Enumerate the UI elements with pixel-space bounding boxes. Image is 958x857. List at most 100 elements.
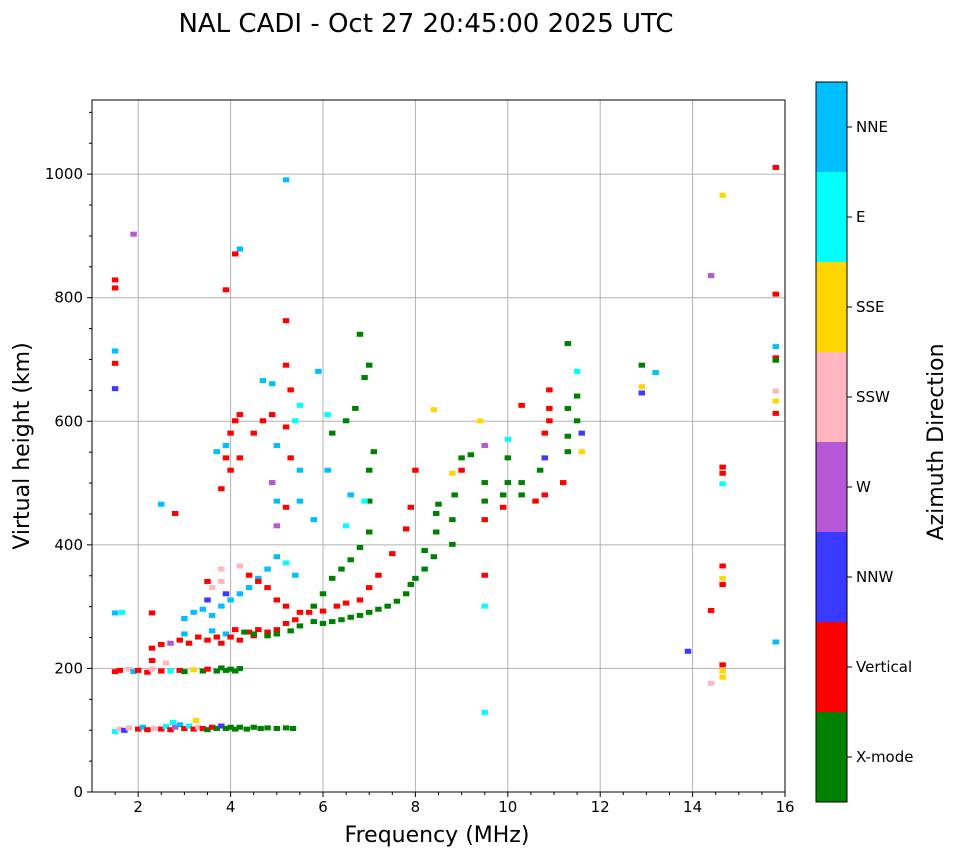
data-point-vertical xyxy=(319,608,327,614)
colorbar-segment xyxy=(816,532,847,622)
data-point-e xyxy=(167,668,174,674)
data-point-nne xyxy=(310,517,317,523)
data-point-vertical xyxy=(772,291,779,297)
data-point-vertical xyxy=(158,726,165,732)
data-point-vertical xyxy=(273,627,281,633)
data-point-vertical xyxy=(273,597,281,603)
x-tick-label: 14 xyxy=(683,798,702,816)
data-point-x-mode xyxy=(402,591,410,597)
data-point-ssw xyxy=(218,578,225,584)
data-point-vertical xyxy=(342,600,350,606)
data-point-vertical xyxy=(245,572,253,578)
colorbar: X-mode Vertical NNW W SSW SSE E NNE xyxy=(815,81,913,803)
data-point-vertical xyxy=(375,572,382,578)
colorbar-tick-label: NNW xyxy=(856,568,893,586)
data-point-x-mode xyxy=(356,544,364,550)
data-point-nne xyxy=(111,610,119,616)
data-point-x-mode xyxy=(573,418,581,424)
data-point-nne xyxy=(255,575,262,581)
data-point-ssw xyxy=(151,725,158,731)
data-point-vertical xyxy=(236,637,244,643)
data-point-x-mode xyxy=(199,668,207,674)
data-point-nne xyxy=(218,603,225,609)
colorbar-label: Azimuth Direction xyxy=(924,343,949,540)
data-point-sse xyxy=(719,575,726,581)
data-point-x-mode xyxy=(264,725,271,731)
data-point-x-mode xyxy=(504,480,512,486)
data-point-x-mode xyxy=(564,341,572,347)
data-point-x-mode xyxy=(564,405,572,411)
data-point-e xyxy=(573,368,581,374)
data-point-x-mode xyxy=(329,575,336,581)
data-point-x-mode xyxy=(772,357,779,363)
data-point-nne xyxy=(236,591,244,597)
data-point-e xyxy=(342,523,350,529)
data-point-x-mode xyxy=(227,724,234,730)
data-point-vertical xyxy=(222,287,230,293)
data-point-x-mode xyxy=(319,591,327,597)
data-point-x-mode xyxy=(412,575,419,581)
data-point-nnw xyxy=(578,430,585,436)
x-axis-label: Frequency (MHz) xyxy=(345,823,530,848)
data-point-x-mode xyxy=(319,620,327,626)
data-point-x-mode xyxy=(370,449,378,455)
data-point-nne xyxy=(268,381,276,387)
data-point-nnw xyxy=(204,597,211,603)
data-point-x-mode xyxy=(329,430,336,436)
data-point-x-mode xyxy=(282,725,290,731)
data-point-nne xyxy=(208,628,216,634)
data-point-vertical xyxy=(111,360,119,366)
data-point-w xyxy=(481,443,488,448)
data-point-nnw xyxy=(111,386,119,392)
x-tick-label: 16 xyxy=(775,798,794,816)
data-point-vertical xyxy=(171,510,179,516)
data-point-x-mode xyxy=(573,393,581,399)
data-point-x-mode xyxy=(564,433,572,439)
data-point-nne xyxy=(139,724,147,730)
data-point-nne xyxy=(772,344,779,350)
data-point-e xyxy=(361,498,368,504)
data-point-e xyxy=(162,724,170,730)
data-point-vertical xyxy=(719,662,726,668)
data-point-vertical xyxy=(282,504,290,510)
data-point-vertical xyxy=(719,582,726,588)
data-point-vertical xyxy=(148,610,156,616)
data-point-vertical xyxy=(264,585,271,591)
data-point-sse xyxy=(719,674,726,680)
plot-frame xyxy=(91,99,786,793)
data-point-vertical xyxy=(407,504,415,510)
data-point-vertical xyxy=(546,405,553,411)
data-point-nne xyxy=(264,566,271,572)
data-point-x-mode xyxy=(231,726,239,732)
data-point-nne xyxy=(176,722,184,728)
colorbar-segment xyxy=(816,622,847,712)
colorbar-tick-label: Vertical xyxy=(856,658,912,676)
data-point-w xyxy=(707,273,715,279)
x-tick-label: 8 xyxy=(411,798,421,816)
data-point-nne xyxy=(130,669,137,675)
x-tick-label: 2 xyxy=(133,798,143,816)
colorbar-tick-label: X-mode xyxy=(856,748,913,766)
data-point-x-mode xyxy=(504,455,512,461)
chart-title: NAL CADI - Oct 27 20:45:00 2025 UTC xyxy=(178,9,673,39)
data-point-x-mode xyxy=(365,529,373,535)
data-point-vertical xyxy=(264,629,271,635)
data-point-nne xyxy=(158,501,165,507)
data-point-vertical xyxy=(208,724,216,730)
data-point-nne xyxy=(315,368,322,374)
data-point-vertical xyxy=(546,418,553,424)
data-point-vertical xyxy=(111,277,119,283)
data-point-x-mode xyxy=(536,467,544,473)
data-point-nne xyxy=(273,554,281,560)
data-point-x-mode xyxy=(458,455,465,461)
y-tick-label: 0 xyxy=(73,783,83,801)
colorbar-tick-label: SSE xyxy=(856,298,885,316)
data-point-sse xyxy=(719,192,726,198)
data-point-x-mode xyxy=(222,667,230,673)
data-point-vertical xyxy=(458,467,465,473)
data-point-vertical xyxy=(227,430,234,436)
data-point-x-mode xyxy=(449,517,456,523)
data-point-nne xyxy=(208,612,216,618)
data-point-nnw xyxy=(121,727,128,733)
data-point-vertical xyxy=(231,418,239,424)
